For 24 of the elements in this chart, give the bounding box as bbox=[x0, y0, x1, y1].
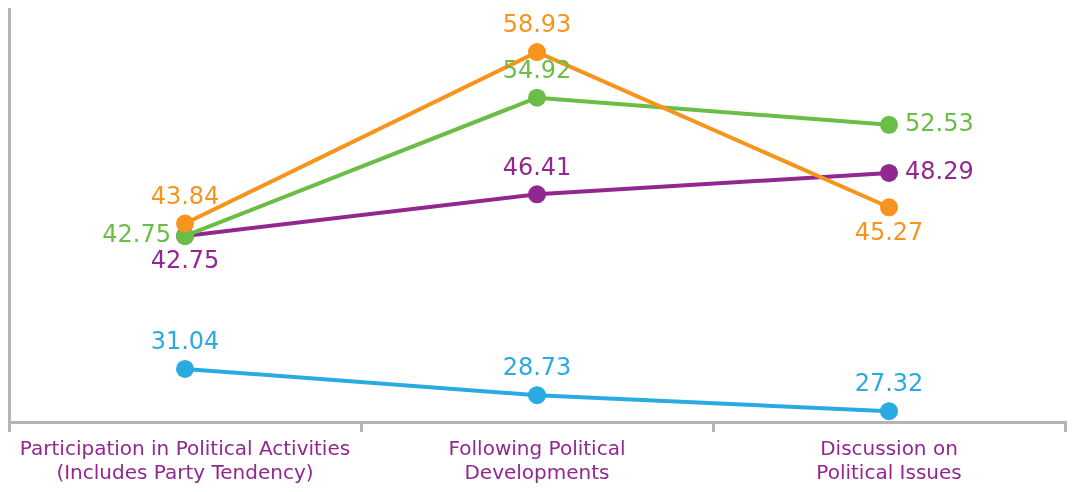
x-tick-label: Participation in Political Activities (Includes Party Tendency) bbox=[19, 436, 351, 485]
data-label: 27.32 bbox=[854, 369, 924, 398]
x-tick-label: Following Political Developments bbox=[448, 436, 626, 485]
data-label: 31.04 bbox=[150, 327, 220, 356]
point bbox=[176, 214, 194, 233]
point bbox=[880, 198, 898, 217]
x-tick-label: Discussion on Political Issues bbox=[816, 436, 962, 485]
point bbox=[176, 359, 194, 378]
data-label: 48.29 bbox=[905, 157, 974, 186]
data-label: 58.93 bbox=[502, 10, 572, 39]
point bbox=[880, 163, 898, 182]
point bbox=[528, 88, 546, 107]
point bbox=[880, 115, 898, 134]
data-label: 46.41 bbox=[502, 152, 572, 181]
data-label: 45.27 bbox=[854, 217, 924, 246]
data-label: 42.75 bbox=[150, 246, 220, 275]
data-label: 54.92 bbox=[502, 55, 572, 84]
point bbox=[880, 402, 898, 421]
data-label: 28.73 bbox=[502, 353, 572, 382]
data-label: 43.84 bbox=[150, 181, 220, 210]
data-label: 52.53 bbox=[905, 109, 974, 138]
point bbox=[528, 185, 546, 204]
data-label: 42.75 bbox=[102, 220, 171, 249]
point bbox=[528, 386, 546, 405]
